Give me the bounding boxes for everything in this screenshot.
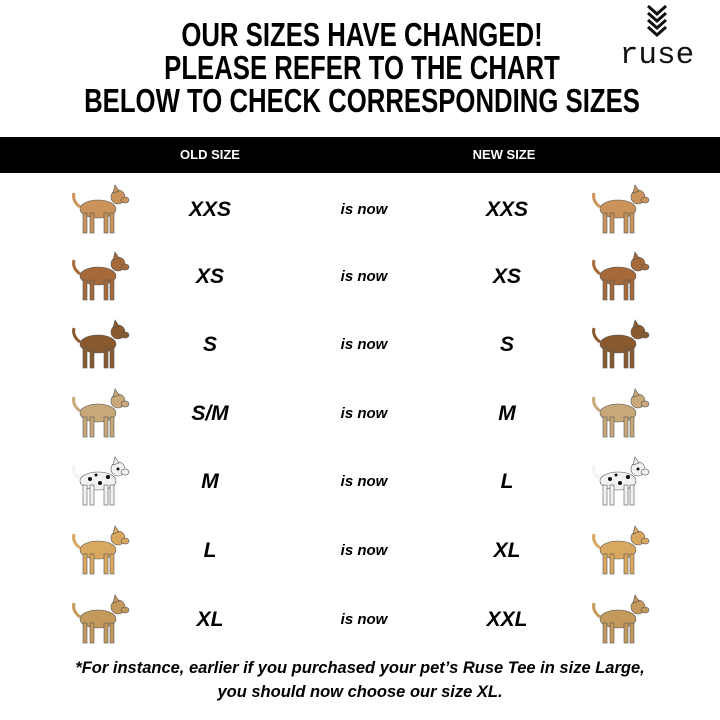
new-size: XXL xyxy=(486,608,528,631)
pug-image-new xyxy=(588,387,652,441)
size-row: XXS is now XXS xyxy=(0,177,720,243)
old-size: S xyxy=(202,333,217,356)
new-size: M xyxy=(498,402,516,425)
is-now-label: is now xyxy=(340,405,388,422)
new-size: XS xyxy=(492,265,521,288)
new-size: XXS xyxy=(485,198,529,221)
old-size: L xyxy=(203,539,217,562)
logo-text: ruse xyxy=(619,38,695,73)
headline-line-2: PLEASE REFER TO THE CHART xyxy=(164,49,560,86)
new-size: L xyxy=(500,470,514,493)
old-size: XXS xyxy=(188,198,232,221)
is-now-label: is now xyxy=(340,201,388,218)
great-dane-image-old xyxy=(68,593,132,647)
pug-image-old xyxy=(68,387,132,441)
dalmatian-image-new xyxy=(588,455,652,509)
footnote-line-2: you should now choose our size XL. xyxy=(217,683,503,701)
headline-line-3: BELOW TO CHECK CORRESPONDING SIZES xyxy=(84,82,640,119)
beagle-image-old xyxy=(68,318,132,372)
is-now-label: is now xyxy=(340,268,388,285)
size-row: S/M is now M xyxy=(0,381,720,447)
golden-retriever-image-old xyxy=(68,524,132,578)
old-size-header: OLD SIZE xyxy=(180,147,240,162)
chihuahua-image-new xyxy=(588,183,652,237)
is-now-label: is now xyxy=(340,473,388,490)
is-now-label: is now xyxy=(340,542,388,559)
headline: OUR SIZES HAVE CHANGED! PLEASE REFER TO … xyxy=(0,18,720,117)
shih-tzu-image-new xyxy=(588,250,652,304)
footnote-line-1: *For instance, earlier if you purchased … xyxy=(75,659,645,677)
is-now-label: is now xyxy=(340,611,388,628)
shih-tzu-image-old xyxy=(68,250,132,304)
old-size: XL xyxy=(196,608,224,631)
golden-retriever-image-new xyxy=(588,524,652,578)
new-size: XL xyxy=(493,539,521,562)
great-dane-image-new xyxy=(588,593,652,647)
dalmatian-image-old xyxy=(68,455,132,509)
footnote: *For instance, earlier if you purchased … xyxy=(0,656,720,704)
table-header: OLD SIZE NEW SIZE xyxy=(0,137,720,173)
old-size: XS xyxy=(195,265,224,288)
ruse-logo: ruse xyxy=(612,4,702,71)
wheat-chevron-icon xyxy=(647,4,667,38)
beagle-image-new xyxy=(588,318,652,372)
size-row: XL is now XXL xyxy=(0,587,720,653)
old-size: M xyxy=(201,470,219,493)
headline-line-1: OUR SIZES HAVE CHANGED! xyxy=(181,16,543,53)
chihuahua-image-old xyxy=(68,183,132,237)
new-size: S xyxy=(499,333,514,356)
old-size: S/M xyxy=(191,402,229,425)
size-row: XS is now XS xyxy=(0,244,720,310)
is-now-label: is now xyxy=(340,336,388,353)
new-size-header: NEW SIZE xyxy=(472,147,536,162)
